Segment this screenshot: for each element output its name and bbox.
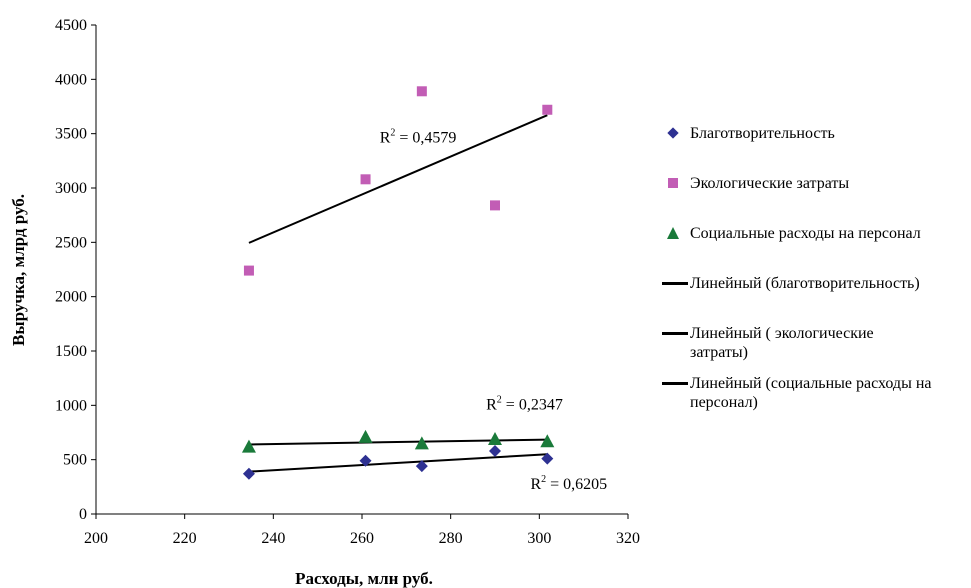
- square-marker-icon: [662, 174, 690, 193]
- diamond-point: [242, 467, 255, 480]
- legend-label: Социальные расходы на персонал: [690, 225, 921, 242]
- r2-labels: R2 = 0,6205 R2 = 0,4579 R2 = 0,2347: [380, 127, 607, 493]
- legend-item-charity: Благотворительность: [662, 124, 971, 143]
- x-tick-label: 320: [616, 530, 640, 547]
- legend-item-linear-ecology: Линейный ( экологические затраты): [662, 324, 912, 362]
- trendline: [248, 438, 548, 446]
- y-axis-title: Выручка, млрд руб.: [9, 194, 28, 346]
- square-point: [542, 104, 553, 115]
- x-axis-ticks: 200 220 240 260 280 300 320: [84, 514, 640, 547]
- diamond-point: [541, 452, 554, 465]
- triangle-point: [241, 439, 256, 453]
- square-point: [490, 200, 500, 211]
- y-axis-ticks: 0 500 1000 1500 2000 2500 3000 3500 4000 4500: [55, 17, 96, 523]
- x-tick-label: 300: [527, 530, 551, 547]
- y-tick-label: 3500: [55, 126, 87, 143]
- square-point: [360, 174, 371, 185]
- x-tick-label: 240: [261, 530, 285, 547]
- x-tick-label: 260: [350, 530, 374, 547]
- y-tick-label: 4000: [55, 71, 87, 88]
- y-tick-label: 2500: [55, 234, 87, 251]
- y-tick-label: 4500: [55, 17, 87, 34]
- y-tick-label: 1000: [55, 397, 87, 414]
- y-tick-label: 1500: [55, 343, 87, 360]
- triangle-point: [358, 429, 373, 443]
- triangle-marker-icon: [662, 224, 690, 243]
- x-tick-label: 200: [84, 530, 108, 547]
- y-tick-label: 2000: [55, 289, 87, 306]
- trendline: [248, 114, 548, 244]
- scatter-chart: 0 500 1000 1500 2000 2500 3000 3500 4000 4500 200…: [9, 17, 640, 588]
- square-point: [416, 86, 427, 97]
- r2-label: R2 = 0,2347: [486, 395, 563, 414]
- r2-label: R2 = 0,4579: [380, 127, 457, 146]
- diamond-marker-icon: [662, 124, 690, 143]
- trendline: [248, 453, 548, 473]
- x-tick-label: 220: [173, 530, 197, 547]
- line-marker-icon: [662, 274, 690, 293]
- triangle-point: [488, 432, 502, 446]
- line-marker-icon: [662, 324, 690, 343]
- legend-label: Экологические затраты: [690, 175, 850, 192]
- y-tick-label: 0: [79, 506, 87, 523]
- legend-label: Линейный ( экологические затраты): [690, 325, 874, 361]
- legend-label: Линейный (социальные расходы на персонал…: [690, 375, 932, 411]
- y-tick-label: 3000: [55, 180, 87, 197]
- legend-item-linear-charity: Линейный (благотворительность): [662, 274, 971, 293]
- r2-label: R2 = 0,6205: [530, 474, 607, 493]
- x-axis-title: Расходы, млн руб.: [295, 569, 433, 588]
- legend-item-social: Социальные расходы на персонал: [662, 224, 971, 243]
- legend-item-ecology: Экологические затраты: [662, 174, 971, 193]
- x-tick-label: 280: [439, 530, 463, 547]
- legend: Благотворительность Экологические затрат…: [662, 124, 971, 424]
- triangle-point: [540, 434, 555, 448]
- data-points: [241, 86, 555, 480]
- diamond-point: [489, 444, 501, 457]
- y-tick-label: 500: [63, 452, 87, 469]
- triangle-point: [414, 436, 429, 450]
- legend-label: Благотворительность: [690, 125, 835, 142]
- square-point: [243, 265, 254, 276]
- trendlines: [248, 114, 548, 473]
- line-marker-icon: [662, 374, 690, 393]
- diamond-point: [415, 460, 428, 473]
- legend-label: Линейный (благотворительность): [690, 275, 920, 292]
- legend-item-linear-social: Линейный (социальные расходы на персонал…: [662, 374, 957, 412]
- diamond-point: [359, 454, 372, 467]
